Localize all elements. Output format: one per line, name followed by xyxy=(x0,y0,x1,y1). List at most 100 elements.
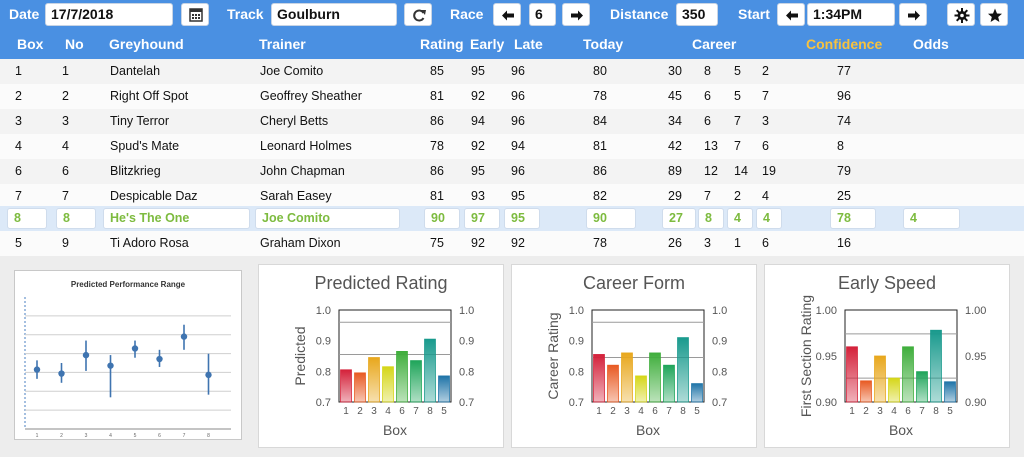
predicted-rating-panel: Predicted Rating 1.0 1.0 0.9 0.9 0.8 0.8 0.7 0.… xyxy=(258,264,504,448)
cell-no: 1 xyxy=(62,64,69,78)
table-row[interactable]: 3 3 Tiny Terror Cheryl Betts 86 94 96 84… xyxy=(0,109,1024,134)
cell-trainer[interactable]: Joe Comito xyxy=(255,208,400,229)
cell-career-starts: 45 xyxy=(668,89,682,103)
cell-career-seconds[interactable]: 4 xyxy=(727,208,753,229)
y-tick-label-left: 0.9 xyxy=(569,336,584,348)
distance-field[interactable]: 350 xyxy=(676,3,718,26)
x-tick-label: 2 xyxy=(357,406,363,417)
cell-rating[interactable]: 90 xyxy=(424,208,460,229)
cell-today: 84 xyxy=(593,114,607,128)
cell-box[interactable]: 8 xyxy=(7,208,47,229)
col-today[interactable]: Today xyxy=(583,36,624,52)
cell-odds[interactable]: 4 xyxy=(903,208,960,229)
cell-career-seconds: 1 xyxy=(734,236,741,250)
table-row-selected[interactable]: 8 8 He's The One Joe Comito 90 97 95 90 … xyxy=(0,206,1024,231)
cell-career-thirds: 4 xyxy=(762,189,769,203)
y-tick-label-right: 0.8 xyxy=(459,366,474,378)
x-tick-label: 3 xyxy=(624,406,630,417)
table-row[interactable]: 4 4 Spud's Mate Leonard Holmes 78 92 94 … xyxy=(0,134,1024,159)
cell-career-starts: 29 xyxy=(668,189,682,203)
cell-greyhound: Despicable Daz xyxy=(110,189,198,203)
cell-early[interactable]: 97 xyxy=(464,208,500,229)
x-tick-label: 1 xyxy=(849,406,855,417)
cell-career-starts: 34 xyxy=(668,114,682,128)
x-tick-label: 3 xyxy=(371,406,377,417)
col-greyhound[interactable]: Greyhound xyxy=(109,36,184,52)
cell-career-starts: 30 xyxy=(668,64,682,78)
table-row[interactable]: 1 1 Dantelah Joe Comito 85 95 96 80 30 8… xyxy=(0,59,1024,84)
y-tick-label-right: 0.90 xyxy=(965,397,986,409)
col-trainer[interactable]: Trainer xyxy=(259,36,306,52)
settings-button[interactable] xyxy=(947,3,975,26)
cell-trainer: Geoffrey Sheather xyxy=(260,89,362,103)
race-next-button[interactable] xyxy=(562,3,590,26)
col-confidence[interactable]: Confidence xyxy=(806,36,883,52)
cell-career-starts: 42 xyxy=(668,139,682,153)
cell-trainer: John Chapman xyxy=(260,164,345,178)
col-early[interactable]: Early xyxy=(470,36,505,52)
cell-late[interactable]: 95 xyxy=(504,208,540,229)
col-career[interactable]: Career xyxy=(692,36,737,52)
cell-box: 5 xyxy=(15,236,22,250)
cell-career-seconds: 5 xyxy=(734,64,741,78)
x-tick-label: 4 xyxy=(109,433,112,439)
col-late[interactable]: Late xyxy=(514,36,543,52)
cell-today: 80 xyxy=(593,64,607,78)
date-label: Date xyxy=(9,6,40,22)
cell-career-seconds: 14 xyxy=(734,164,748,178)
x-axis-label: Box xyxy=(636,422,660,438)
col-rating[interactable]: Rating xyxy=(420,36,464,52)
bar xyxy=(354,372,366,403)
table-row[interactable]: 6 6 Blitzkrieg John Chapman 86 95 96 86 … xyxy=(0,159,1024,184)
date-field[interactable]: 17/7/2018 xyxy=(45,3,173,26)
bar xyxy=(677,337,689,403)
col-box[interactable]: Box xyxy=(17,36,44,52)
start-next-button[interactable] xyxy=(899,3,927,26)
table-row[interactable]: 2 2 Right Off Spot Geoffrey Sheather 81 … xyxy=(0,84,1024,109)
cell-no[interactable]: 8 xyxy=(56,208,96,229)
cell-career-thirds: 19 xyxy=(762,164,776,178)
table-row[interactable]: 5 9 Ti Adoro Rosa Graham Dixon 75 92 92 … xyxy=(0,231,1024,256)
x-tick-label: 2 xyxy=(863,406,869,417)
bar xyxy=(438,375,450,403)
cell-box: 1 xyxy=(15,64,22,78)
cell-late: 96 xyxy=(511,89,525,103)
favorite-button[interactable] xyxy=(980,3,1008,26)
col-odds[interactable]: Odds xyxy=(913,36,949,52)
cell-career-thirds: 6 xyxy=(762,139,769,153)
cell-career-starts[interactable]: 27 xyxy=(662,208,696,229)
y-tick-label-right: 0.9 xyxy=(712,336,727,348)
cell-career-wins[interactable]: 8 xyxy=(698,208,724,229)
cell-today: 82 xyxy=(593,189,607,203)
cell-career-seconds: 5 xyxy=(734,89,741,103)
cell-rating: 78 xyxy=(430,139,444,153)
x-tick-label: 2 xyxy=(60,433,63,439)
cell-career-wins: 13 xyxy=(704,139,718,153)
y-axis-label: Predicted xyxy=(292,326,308,385)
start-prev-button[interactable] xyxy=(777,3,805,26)
y-tick-label-right: 0.7 xyxy=(712,397,727,409)
table-row[interactable]: 7 7 Despicable Daz Sarah Easey 81 93 95 … xyxy=(0,184,1024,209)
x-tick-label: 2 xyxy=(610,406,616,417)
data-point xyxy=(180,333,188,340)
track-field[interactable]: Goulburn xyxy=(271,3,397,26)
cell-career-thirds: 7 xyxy=(762,89,769,103)
calendar-button[interactable] xyxy=(181,3,209,26)
data-point xyxy=(82,351,90,359)
col-no[interactable]: No xyxy=(65,36,84,52)
cell-confidence[interactable]: 78 xyxy=(830,208,876,229)
y-tick-label-left: 1.0 xyxy=(316,305,331,317)
track-label: Track xyxy=(227,6,264,22)
race-prev-button[interactable] xyxy=(493,3,521,26)
cell-greyhound[interactable]: He's The One xyxy=(103,208,250,229)
career-form-chart: 1.0 1.0 0.9 0.9 0.8 0.8 0.7 0.7 1 2 3 4 6 7 8 5 Box Caree… xyxy=(545,305,727,438)
start-time-field[interactable]: 1:34PM xyxy=(807,3,895,26)
race-field[interactable]: 6 xyxy=(529,3,556,26)
cell-career-thirds: 6 xyxy=(762,236,769,250)
cell-late: 96 xyxy=(511,114,525,128)
refresh-button[interactable] xyxy=(404,3,432,26)
x-axis-label: Box xyxy=(889,422,913,438)
cell-today[interactable]: 90 xyxy=(586,208,636,229)
cell-career-thirds[interactable]: 4 xyxy=(756,208,782,229)
bar xyxy=(649,352,661,403)
